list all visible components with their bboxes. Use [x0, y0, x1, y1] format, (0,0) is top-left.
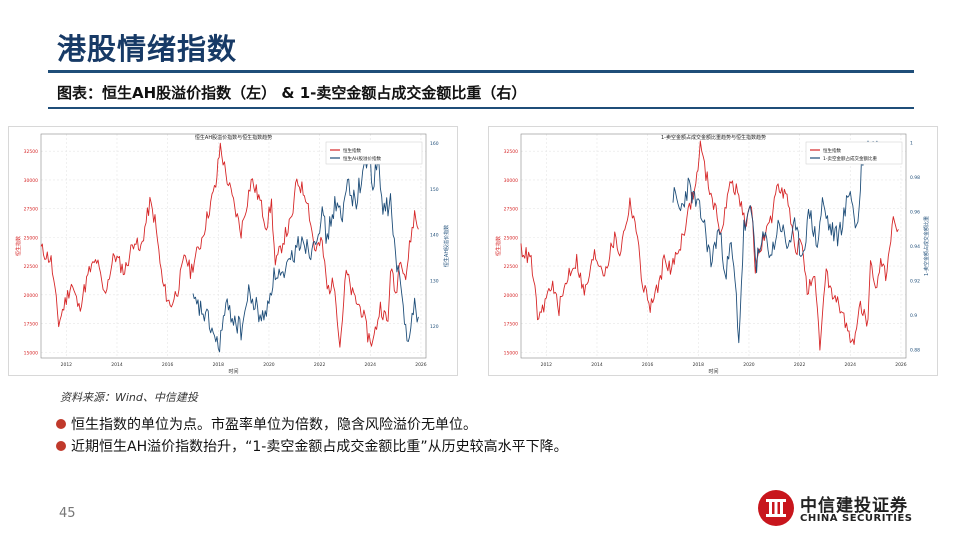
chart-frame: [8, 126, 458, 376]
x-tick-label: 2020: [263, 362, 275, 368]
y-left-tick-label: 30000: [24, 178, 38, 184]
x-tick-label: 2024: [845, 362, 857, 368]
y-right-tick-label: 0.94: [910, 244, 920, 250]
y-left-axis-label: 恒生指数: [495, 236, 502, 256]
y-left-tick-label: 32500: [24, 149, 38, 155]
x-tick-label: 2020: [743, 362, 755, 368]
ah-premium-chart: 15000 17500 20000 22500 25000 27500 30000 32500…: [8, 126, 458, 376]
y-left-tick-label: 32500: [504, 149, 518, 155]
bullet-dot-icon: [56, 441, 66, 451]
bullet-text: 恒生指数的单位为点。市盈率单位为倍数，隐含风险溢价无单位。: [71, 417, 477, 433]
title-divider: [48, 70, 914, 73]
y-right-tick-label: 0.88: [910, 347, 920, 353]
x-axis-label: 时间: [708, 368, 718, 375]
x-tick-label: 2026: [415, 362, 427, 368]
y-left-tick-label: 20000: [24, 293, 38, 299]
y-left-axis-label: 恒生指数: [15, 236, 22, 256]
y-right-axis-label: 恒生AH股溢价指数: [443, 225, 450, 267]
y-right-tick-label: 150: [430, 187, 439, 193]
chart-title: 恒生AH股溢价指数与恒生指数趋势: [195, 134, 272, 141]
series-line-right-axis: [672, 140, 899, 344]
y-left-tick-label: 25000: [24, 235, 38, 241]
y-left-tick-label: 17500: [24, 322, 38, 328]
legend-label: 恒生指数: [343, 147, 361, 154]
legend-label: 恒生指数: [823, 147, 841, 154]
y-right-tick-label: 0.98: [910, 175, 920, 181]
legend-box: [805, 141, 903, 165]
legend-label: 恒生AH股溢价指数: [343, 155, 381, 162]
y-left-tick-label: 22500: [504, 264, 518, 270]
bullet-dot-icon: [56, 419, 66, 429]
logo-name-cn: 中信建投证券: [800, 496, 908, 516]
y-right-tick-label: 0.92: [910, 278, 920, 284]
x-tick-label: 2018: [213, 362, 225, 368]
x-tick-label: 2024: [365, 362, 377, 368]
y-left-tick-label: 15000: [24, 350, 38, 356]
x-tick-label: 2014: [111, 362, 123, 368]
page-title: 港股情绪指数: [57, 32, 238, 66]
chart-title: 1-卖空金额占成交金额比重趋势与恒生指数趋势: [661, 134, 766, 141]
y-left-tick-label: 27500: [504, 207, 518, 213]
company-logo: 中信建投证券 CHINA SECURITIES: [758, 490, 918, 530]
y-left-tick-label: 30000: [504, 178, 518, 184]
series-line-hang-seng: [40, 142, 419, 348]
x-tick-label: 2016: [642, 362, 654, 368]
series-line-hang-seng: [520, 140, 899, 351]
y-right-tick-label: 130: [430, 278, 439, 284]
bullet-item: 恒生指数的单位为点。市盈率单位为倍数，隐含风险溢价无单位。: [56, 414, 477, 434]
x-tick-label: 2018: [693, 362, 705, 368]
y-right-tick-label: 140: [430, 233, 439, 239]
y-left-tick-label: 25000: [504, 235, 518, 241]
bullet-text: 近期恒生AH溢价指数抬升，“1-卖空金额占成交金额比重”从历史较高水平下降。: [71, 439, 568, 455]
x-tick-label: 2014: [591, 362, 603, 368]
y-right-tick-label: 0.9: [910, 313, 917, 319]
legend-box: [325, 141, 423, 165]
x-tick-label: 2016: [162, 362, 174, 368]
bullet-item: 近期恒生AH溢价指数抬升，“1-卖空金额占成交金额比重”从历史较高水平下降。: [56, 436, 568, 456]
x-axis-label: 时间: [228, 368, 238, 375]
logo-name-en: CHINA SECURITIES: [800, 513, 913, 524]
legend-label: 1-卖空金额占成交金额比重: [823, 155, 877, 162]
page-number: 45: [59, 506, 76, 521]
x-tick-label: 2012: [541, 362, 553, 368]
y-left-tick-label: 15000: [504, 350, 518, 356]
x-tick-label: 2022: [314, 362, 326, 368]
y-left-tick-label: 22500: [24, 264, 38, 270]
logo-emblem-icon: [758, 490, 794, 526]
y-left-tick-label: 20000: [504, 293, 518, 299]
series-line-right-axis: [192, 154, 419, 353]
y-left-tick-label: 27500: [24, 207, 38, 213]
y-right-axis-label: 1-卖空金额占成交金额比重: [923, 216, 930, 276]
y-right-tick-label: 0.96: [910, 210, 920, 216]
short-selling-chart: 15000 17500 20000 22500 25000 27500 30000 32500…: [488, 126, 938, 376]
x-tick-label: 2022: [794, 362, 806, 368]
source-note: 资料来源：Wind、中信建投: [60, 391, 198, 404]
y-left-tick-label: 17500: [504, 322, 518, 328]
x-tick-label: 2012: [61, 362, 73, 368]
figure-caption: 图表：恒生AH股溢价指数（左） & 1-卖空金额占成交金额比重（右）: [57, 84, 527, 102]
caption-divider: [48, 107, 914, 109]
x-tick-label: 2026: [895, 362, 907, 368]
y-right-tick-label: 120: [430, 324, 439, 330]
y-right-tick-label: 160: [430, 141, 439, 147]
y-right-tick-label: 1: [910, 141, 913, 147]
